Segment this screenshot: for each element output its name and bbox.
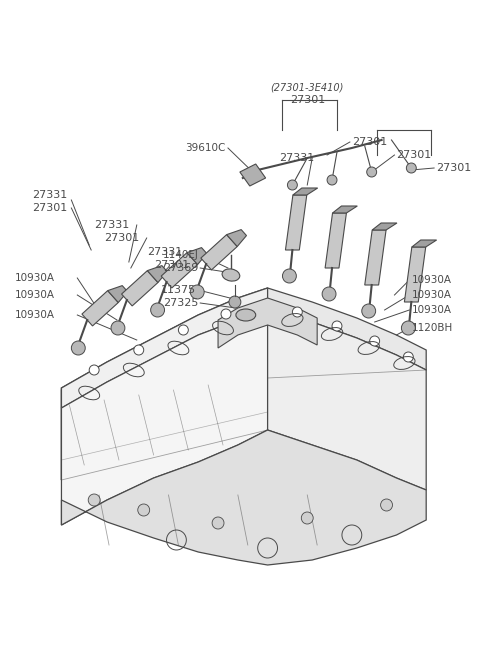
Circle shape: [190, 285, 204, 299]
Ellipse shape: [236, 309, 256, 321]
Polygon shape: [268, 288, 426, 370]
Circle shape: [322, 287, 336, 301]
Circle shape: [381, 499, 393, 511]
Text: 10930A: 10930A: [411, 305, 451, 315]
Text: 27301: 27301: [352, 137, 387, 147]
Text: 1120BH: 1120BH: [411, 323, 453, 333]
Circle shape: [362, 304, 376, 318]
Polygon shape: [325, 213, 347, 268]
Text: 10930A: 10930A: [15, 310, 55, 320]
Circle shape: [407, 163, 416, 173]
Polygon shape: [404, 247, 426, 302]
Polygon shape: [61, 288, 268, 408]
Circle shape: [282, 269, 296, 283]
Text: 27301: 27301: [32, 203, 67, 213]
Text: 11375: 11375: [161, 285, 196, 295]
Text: 27301: 27301: [436, 163, 471, 173]
Text: 10930A: 10930A: [411, 290, 451, 300]
Text: 39610C: 39610C: [186, 143, 226, 153]
Circle shape: [212, 517, 224, 529]
Circle shape: [401, 321, 415, 335]
Polygon shape: [121, 271, 158, 306]
Text: 27301: 27301: [154, 260, 189, 270]
Polygon shape: [218, 298, 317, 348]
Circle shape: [221, 309, 231, 319]
Polygon shape: [412, 240, 437, 247]
Circle shape: [88, 494, 100, 506]
Polygon shape: [161, 253, 198, 288]
Circle shape: [288, 180, 297, 190]
Text: 10930A: 10930A: [411, 275, 451, 285]
Circle shape: [332, 321, 342, 331]
Polygon shape: [293, 188, 318, 195]
Polygon shape: [240, 164, 265, 186]
Text: 27301: 27301: [396, 150, 432, 160]
Circle shape: [301, 512, 313, 524]
Text: 1140EJ: 1140EJ: [162, 250, 198, 260]
Polygon shape: [187, 248, 207, 265]
Polygon shape: [333, 206, 357, 213]
Polygon shape: [365, 230, 386, 285]
Polygon shape: [61, 310, 268, 525]
Circle shape: [111, 321, 125, 335]
Circle shape: [367, 167, 377, 177]
Polygon shape: [147, 266, 167, 282]
Polygon shape: [108, 286, 128, 303]
Circle shape: [72, 341, 85, 355]
Text: 27331: 27331: [94, 220, 130, 230]
Circle shape: [370, 336, 380, 346]
Polygon shape: [268, 308, 426, 490]
Polygon shape: [372, 223, 397, 230]
Polygon shape: [227, 230, 247, 246]
Ellipse shape: [222, 269, 240, 281]
Polygon shape: [61, 430, 426, 565]
Text: 27325: 27325: [163, 298, 198, 308]
Circle shape: [403, 352, 413, 362]
Polygon shape: [82, 291, 118, 326]
Text: 10930A: 10930A: [15, 290, 55, 300]
Circle shape: [151, 303, 165, 317]
Circle shape: [138, 504, 150, 516]
Circle shape: [327, 175, 337, 185]
Circle shape: [229, 296, 241, 308]
Circle shape: [89, 365, 99, 375]
Text: 10930A: 10930A: [15, 273, 55, 283]
Circle shape: [292, 307, 302, 317]
Circle shape: [134, 345, 144, 355]
Text: 27331: 27331: [32, 190, 67, 200]
Text: 27331: 27331: [147, 247, 182, 257]
Circle shape: [179, 325, 188, 335]
Text: 27369: 27369: [163, 263, 198, 273]
Polygon shape: [201, 234, 237, 270]
Text: (27301-3E410): (27301-3E410): [271, 83, 344, 93]
Text: 27331: 27331: [279, 153, 314, 163]
Text: 27301: 27301: [289, 95, 325, 105]
Polygon shape: [286, 195, 307, 250]
Text: 27301: 27301: [104, 233, 139, 243]
